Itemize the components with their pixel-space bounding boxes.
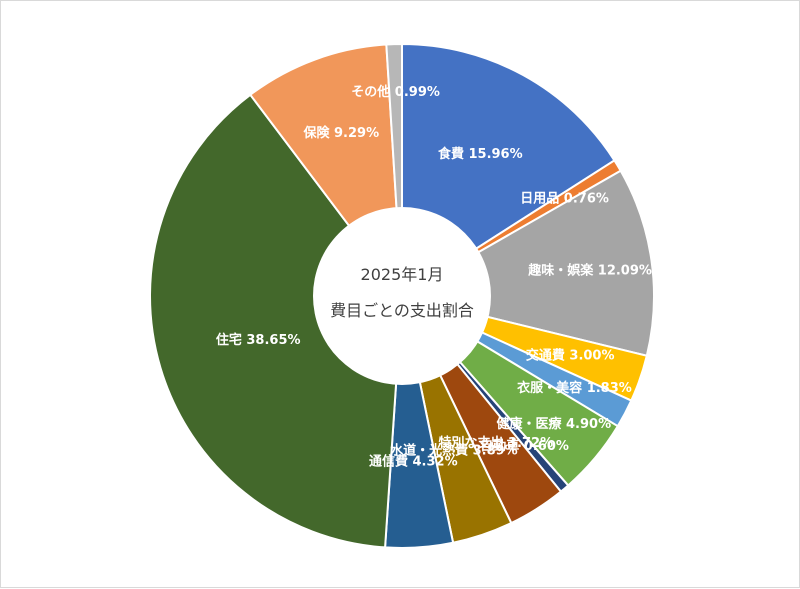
data-label-12: その他 0.99% <box>351 84 440 100</box>
slice-10 <box>149 93 404 549</box>
data-label-6: 自動車 0.60% <box>480 438 569 454</box>
chart-title: 2025年1月 <box>361 265 444 284</box>
chart-subtitle: 費目ごとの支出割合 <box>330 301 474 320</box>
data-label-7: 特別な支出 3.72% <box>438 435 553 451</box>
data-label-10: 住宅 38.65% <box>216 332 301 348</box>
data-label-0: 食費 15.96% <box>438 146 523 162</box>
data-label-4: 衣服・美容 1.83% <box>517 380 632 396</box>
data-label-3: 交通費 3.00% <box>526 347 615 363</box>
data-label-11: 保険 9.29% <box>302 125 379 141</box>
data-label-9: 通信費 4.32% <box>369 454 458 470</box>
donut-hole <box>313 207 491 385</box>
data-label-2: 趣味・娯楽 12.09% <box>527 262 652 278</box>
data-label-1: 日用品 0.76% <box>520 192 609 207</box>
data-label-5: 健康・医療 4.90% <box>496 416 611 432</box>
data-label-8: 水道・光熱費 3.89% <box>390 442 518 458</box>
labels-group: 食費 15.96% 日用品 0.76% 趣味・娯楽 12.09% 交通費 3.00% 衣… <box>216 84 652 470</box>
